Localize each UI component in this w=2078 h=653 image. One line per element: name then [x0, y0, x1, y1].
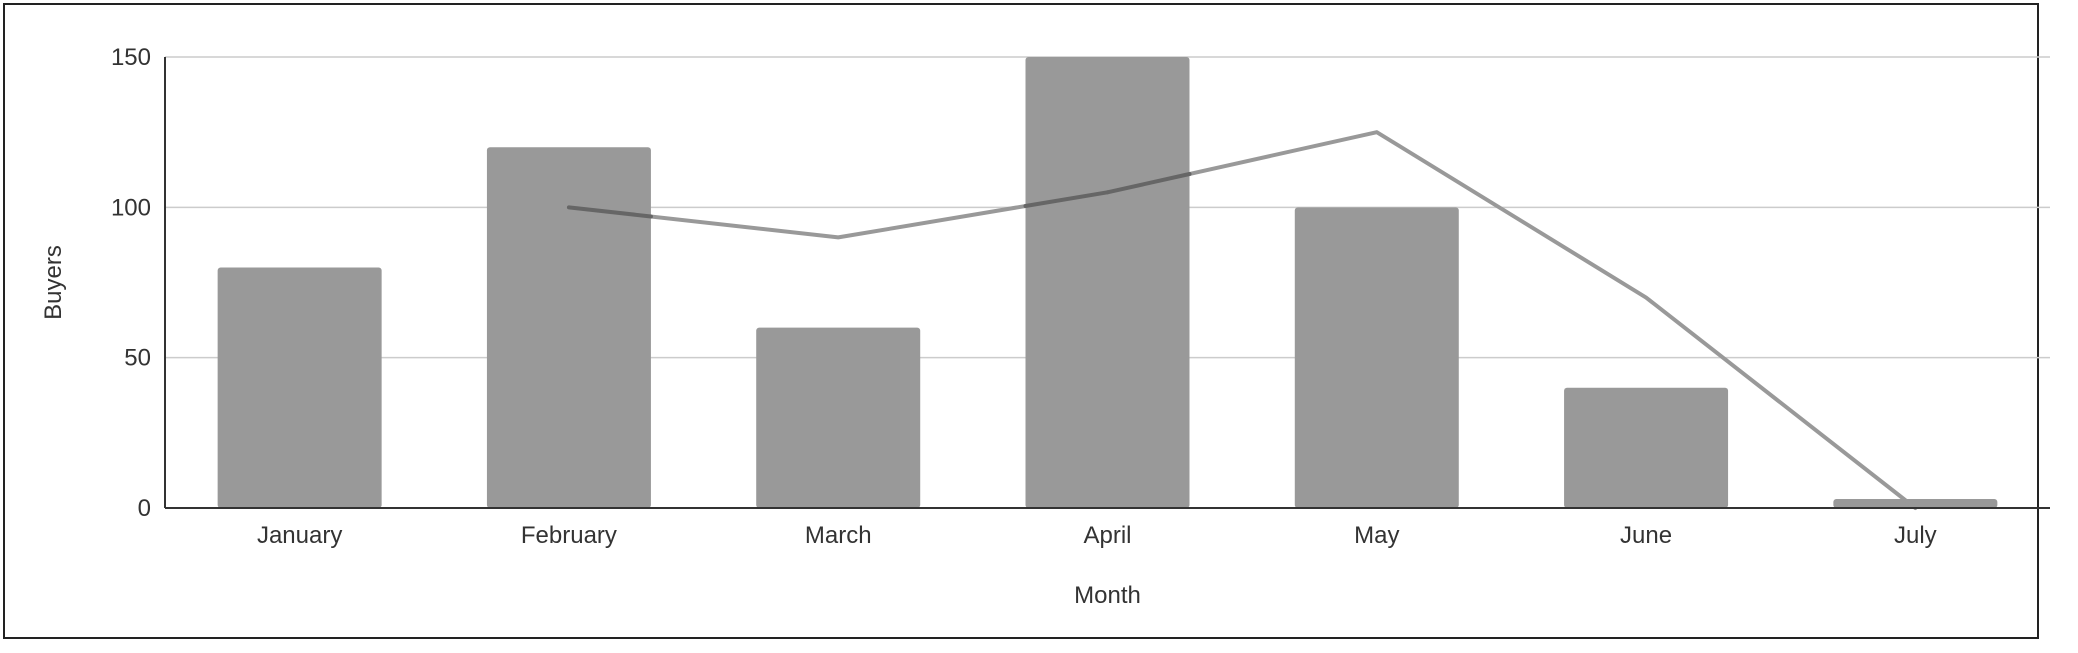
x-tick-label: March	[805, 522, 872, 549]
x-tick-label: February	[521, 522, 617, 549]
line-path	[566, 130, 1918, 510]
x-tick-label: July	[1894, 522, 1937, 549]
y-axis-title: Buyers	[40, 245, 67, 320]
x-tick-labels: January February March April May June July	[257, 522, 1937, 549]
y-tick-label: 150	[111, 44, 151, 71]
bar-january	[217, 267, 382, 508]
chart-frame: 0 50 100 150 January February March April May Ju…	[3, 3, 2050, 639]
bar-series	[217, 57, 1998, 509]
bar-line-chart: 0 50 100 150 January February March April May Ju…	[40, 44, 2050, 609]
y-tick-labels: 0 50 100 150	[111, 44, 151, 522]
bar-april	[1025, 57, 1190, 508]
x-axis-title: Month	[1074, 582, 1141, 609]
x-tick-label: May	[1354, 522, 1399, 549]
line-overlap-segment	[1105, 171, 1192, 195]
y-tick-label: 100	[111, 194, 151, 221]
line-series	[566, 130, 1918, 510]
x-tick-label: April	[1083, 522, 1131, 549]
x-tick-label: June	[1620, 522, 1672, 549]
y-tick-label: 0	[138, 495, 151, 522]
bar-june	[1564, 387, 1729, 508]
x-tick-label: January	[257, 522, 342, 549]
line-overlap-segment	[566, 205, 653, 219]
bar-march	[756, 327, 921, 508]
bar-february	[486, 147, 651, 508]
bar-july	[1833, 498, 1998, 508]
line-overlap-segment	[1023, 190, 1110, 209]
axes	[164, 57, 2050, 509]
bar-may	[1294, 207, 1459, 509]
y-tick-label: 50	[124, 345, 151, 372]
